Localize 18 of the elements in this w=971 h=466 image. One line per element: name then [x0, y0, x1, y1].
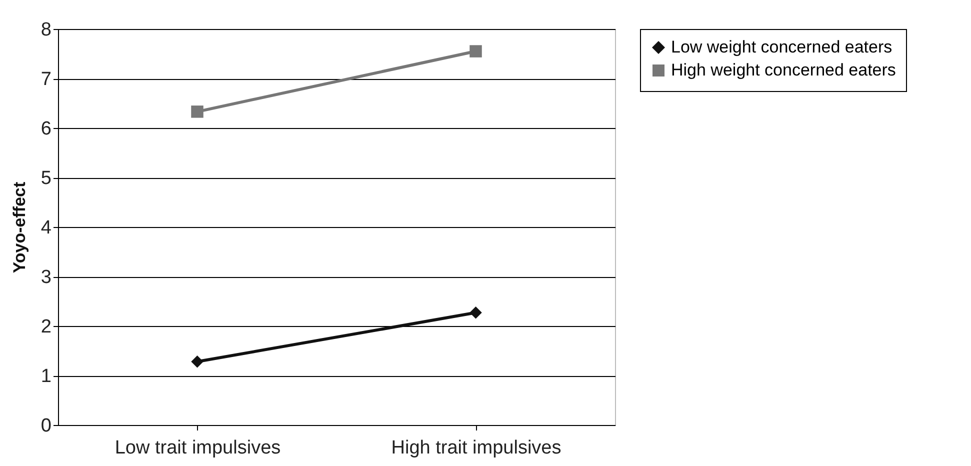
- legend-label: High weight concerned eaters: [671, 60, 896, 80]
- y-tick-label: 2: [40, 316, 52, 338]
- y-tick-label: 4: [40, 218, 52, 238]
- point: [191, 356, 204, 368]
- y-tick-label: 8: [40, 20, 52, 40]
- y-tick-label: 5: [40, 168, 52, 189]
- point: [470, 306, 482, 319]
- y-axis-title: Yoyo-effect: [10, 182, 29, 274]
- y-tick-label: 0: [40, 416, 52, 436]
- y-tick-label: 7: [40, 69, 52, 90]
- x-tick-label: High trait impulsives: [391, 438, 562, 458]
- y-tick-label: 3: [40, 267, 52, 288]
- y-tick-label: 6: [40, 118, 52, 140]
- point: [470, 45, 482, 58]
- legend-label: Low weight concerned eaters: [671, 38, 892, 56]
- y-tick-label: 1: [40, 366, 52, 387]
- x-tick-label: Low trait impulsives: [114, 438, 281, 458]
- point: [191, 106, 204, 118]
